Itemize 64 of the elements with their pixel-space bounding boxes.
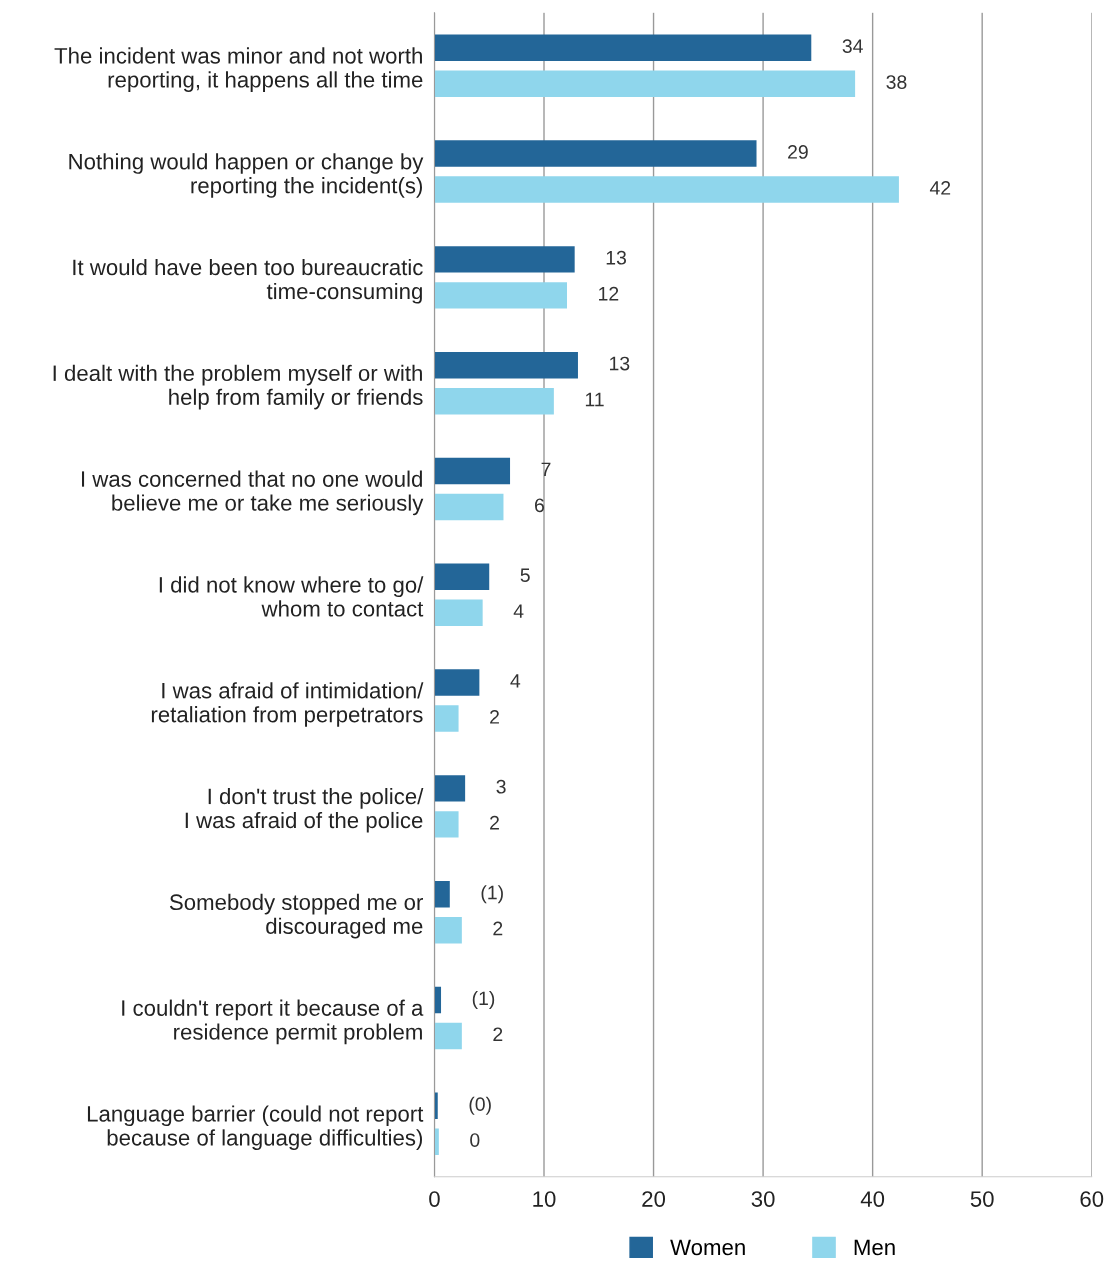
y-tick-label: The incident was minor and not worth reporting, it happens all the time: [54, 47, 423, 92]
y-tick-label: I couldn't report it because of a residence permit problem: [122, 999, 424, 1045]
data-label: 5: [520, 568, 530, 583]
data-label: 34: [842, 39, 863, 53]
data-label: 2: [493, 1027, 503, 1041]
bar: [434, 599, 483, 626]
x-tick-label: 40: [860, 1191, 885, 1207]
bar: [434, 669, 480, 696]
data-label: 2: [490, 710, 499, 724]
x-tick-label: 60: [1080, 1191, 1104, 1207]
bar: [434, 140, 757, 167]
x-tick-label: 50: [970, 1191, 994, 1207]
bar: [434, 916, 462, 944]
bar: [434, 1128, 439, 1155]
bar: [434, 457, 511, 485]
bar: [434, 705, 459, 732]
data-label: 11: [585, 392, 604, 407]
y-tick-label: I was concerned that no one would believe me or take me seriously: [81, 470, 424, 516]
bar: [434, 986, 442, 1014]
legend-label: Women: [670, 1239, 745, 1256]
data-label: 42: [929, 181, 951, 195]
y-tick-label: I did not know where to go/ whom to contact: [159, 576, 424, 617]
bar: [434, 563, 490, 591]
bar: [434, 70, 856, 97]
y-tick-label: I don't trust the police/ I was afraid of the police: [185, 787, 424, 833]
bar: [434, 811, 459, 838]
x-tick-label: 10: [533, 1191, 556, 1207]
data-label: 38: [886, 75, 907, 89]
y-tick-label: Somebody stopped me or discouraged me: [169, 893, 423, 939]
data-label: 6: [535, 498, 544, 513]
bar: [434, 775, 466, 802]
bar: [434, 351, 578, 379]
bar: [434, 282, 568, 309]
bar: [434, 493, 504, 521]
bar: [434, 880, 450, 908]
data-label: 4: [513, 604, 524, 618]
x-tick-label: 20: [642, 1191, 666, 1207]
y-tick-label: I was afraid of intimidation/ retaliation from perpetrators: [151, 682, 424, 727]
data-label: (1): [481, 885, 503, 904]
data-label: 4: [510, 674, 521, 688]
bar: [434, 176, 899, 203]
legend-label: Men: [854, 1239, 895, 1256]
y-tick-label: I dealt with the problem myself or with help from family or friends: [53, 364, 423, 410]
data-label: 13: [610, 356, 630, 371]
data-label: 3: [496, 779, 506, 794]
bar: [434, 1022, 462, 1050]
data-label: (1): [472, 990, 495, 1010]
x-tick-label: 0: [429, 1191, 440, 1207]
data-label: 13: [606, 250, 626, 265]
data-label: 29: [788, 145, 808, 159]
data-label: 0: [470, 1133, 480, 1147]
data-label: 2: [490, 815, 499, 830]
bar: [434, 246, 575, 273]
x-tick-label: 30: [751, 1191, 775, 1207]
y-tick-label: It would have been too bureaucratic time-consuming: [73, 258, 423, 304]
bar: [434, 387, 554, 415]
bar: [434, 34, 812, 61]
y-tick-label: Language barrier (could not report because of language difficulties): [87, 1105, 424, 1151]
data-label: 7: [541, 462, 551, 477]
data-label: (0): [469, 1096, 491, 1115]
data-label: 2: [493, 921, 503, 936]
y-tick-label: Nothing would happen or change by reporting the incident(s): [69, 153, 424, 198]
data-label: 12: [599, 286, 619, 301]
bar: [434, 1092, 438, 1120]
